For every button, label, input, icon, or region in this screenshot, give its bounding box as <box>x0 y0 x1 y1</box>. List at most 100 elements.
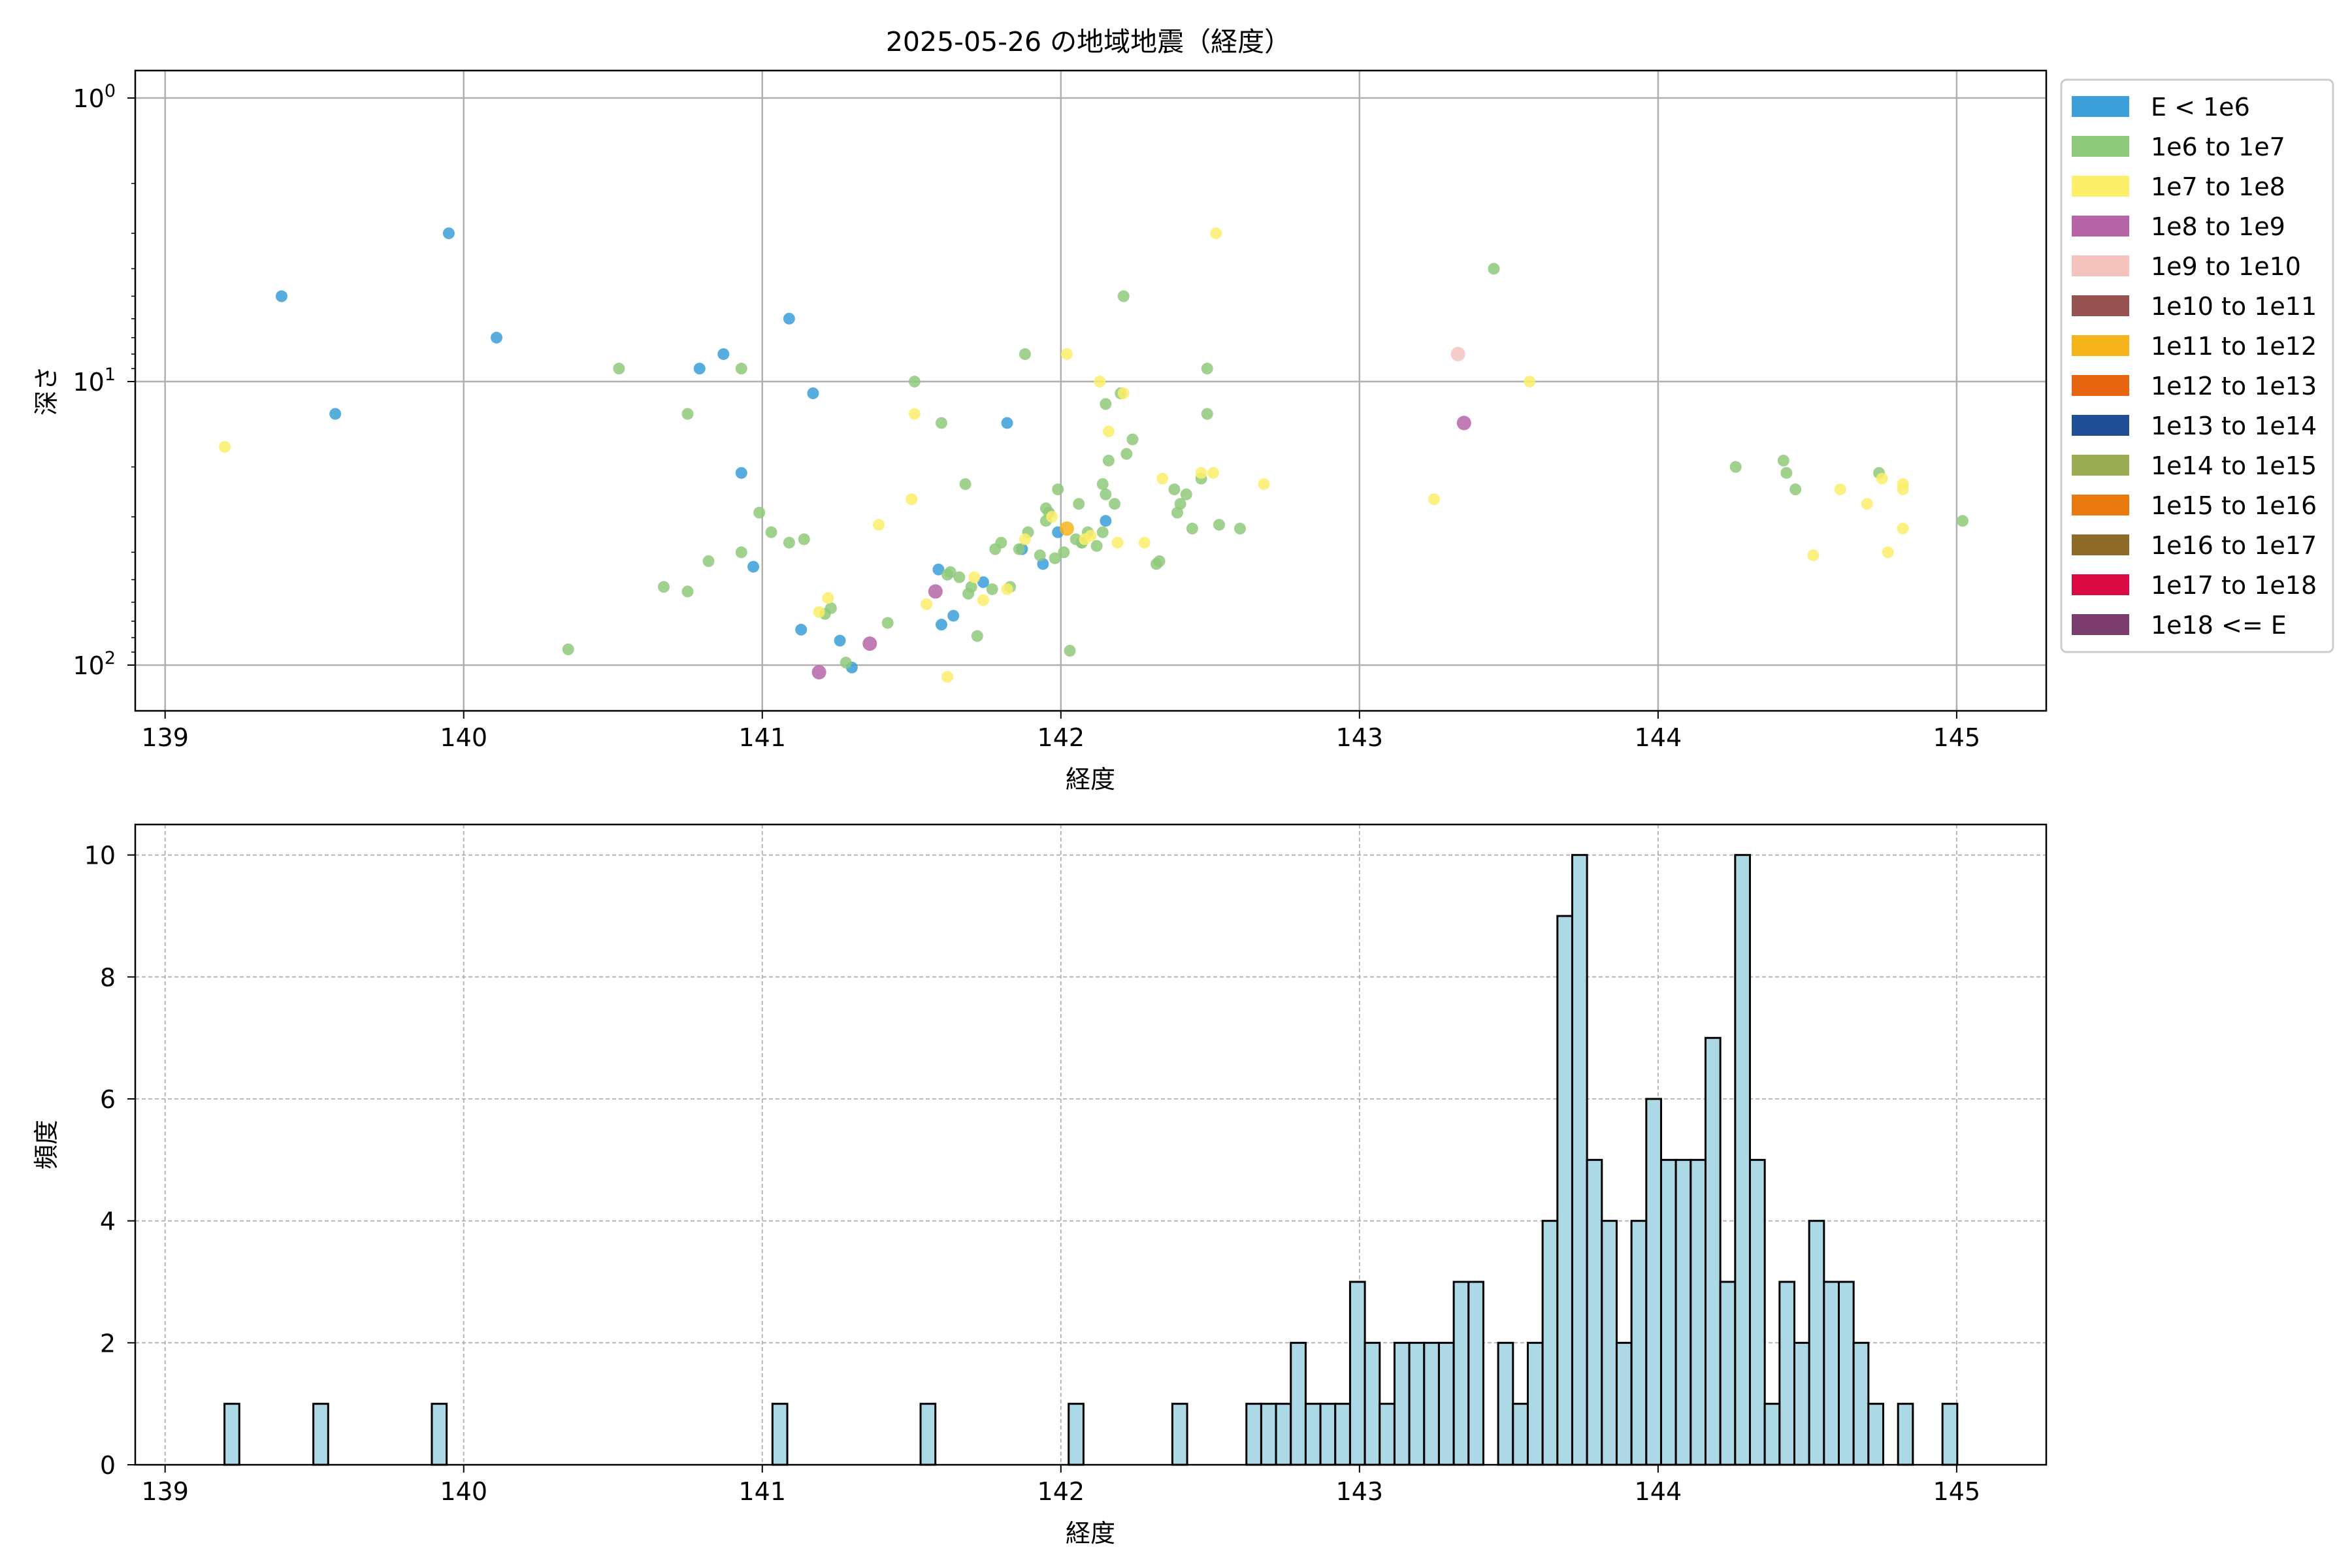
scatter-point <box>1117 290 1130 302</box>
histogram-bar <box>1319 1403 1337 1466</box>
scatter-point <box>1780 466 1793 479</box>
scatter-point <box>1428 493 1441 506</box>
scatter-point <box>1126 433 1139 446</box>
histogram-gridlines <box>135 825 2046 1465</box>
scatter-x-tick-label: 143 <box>1336 723 1384 752</box>
scatter-point <box>968 571 981 583</box>
histogram-bar <box>1467 1281 1484 1466</box>
scatter-point <box>1019 348 1031 360</box>
scatter-panel: 2025-05-26 の地域地震（経度） 139 140 141 142 143 144 1… <box>32 26 2048 794</box>
scatter-point <box>1013 543 1025 555</box>
histogram-bar <box>1615 1341 1633 1466</box>
scatter-point <box>1234 523 1247 535</box>
scatter-point <box>1100 488 1112 500</box>
histogram-bar <box>1393 1341 1411 1466</box>
scatter-points <box>219 227 1969 683</box>
histogram-bar <box>1867 1403 1885 1466</box>
scatter-y-tick-label: 100 <box>73 81 116 113</box>
scatter-point <box>1897 478 1909 490</box>
scatter-point <box>1789 483 1802 496</box>
histogram-bar <box>1601 1220 1618 1466</box>
scatter-point <box>881 617 894 629</box>
legend-swatch <box>2072 375 2129 396</box>
scatter-point <box>1156 472 1169 485</box>
scatter-point <box>1777 454 1789 466</box>
scatter-point <box>1049 552 1061 564</box>
histogram-bar <box>1897 1403 1914 1466</box>
scatter-point <box>783 536 795 549</box>
histogram-x-tick-label: 145 <box>1933 1477 1981 1506</box>
scatter-point <box>944 566 956 578</box>
legend-label: 1e12 to 1e13 <box>2151 372 2317 400</box>
scatter-point <box>977 594 989 606</box>
histogram-y-ticks: 0 2 4 6 8 10 <box>84 841 135 1480</box>
scatter-point <box>1213 519 1226 531</box>
scatter-point <box>753 506 766 519</box>
legend-swatch <box>2072 255 2129 276</box>
histogram-bar <box>1793 1341 1810 1466</box>
histogram-bar <box>1852 1341 1870 1466</box>
histogram-bar <box>1690 1158 1707 1466</box>
histogram-bar <box>1290 1341 1307 1466</box>
legend-swatch <box>2072 176 2129 197</box>
histogram-x-ticks: 139 140 141 142 143 144 145 <box>141 1465 1980 1506</box>
scatter-point <box>935 619 947 631</box>
scatter-title: 2025-05-26 の地域地震（経度） <box>886 26 1291 57</box>
legend-label: 1e6 to 1e7 <box>2151 133 2285 161</box>
scatter-point <box>1059 521 1074 536</box>
scatter-point <box>921 598 933 610</box>
scatter-x-tick-label: 145 <box>1933 723 1981 752</box>
scatter-point <box>822 592 834 604</box>
scatter-point <box>908 408 921 420</box>
scatter-point <box>219 441 231 453</box>
histogram-x-tick-label: 139 <box>141 1477 189 1506</box>
scatter-point <box>657 581 670 593</box>
histogram-bar <box>1348 1281 1366 1466</box>
scatter-point <box>1207 466 1219 479</box>
histogram-bar <box>1763 1403 1781 1466</box>
scatter-point <box>995 536 1007 549</box>
scatter-point <box>1064 645 1076 657</box>
scatter-point <box>1258 478 1270 490</box>
scatter-point <box>1046 511 1058 523</box>
histogram-bar <box>1734 854 1751 1466</box>
legend-swatch <box>2072 455 2129 476</box>
scatter-point <box>1861 498 1873 510</box>
scatter-plot-frame <box>134 69 2048 712</box>
histogram-panel: 139 140 141 142 143 144 145 0 2 4 6 8 10 経度 頻度 <box>32 823 2048 1548</box>
scatter-point <box>1001 583 1013 595</box>
histogram-bar <box>1748 1158 1766 1466</box>
scatter-point <box>275 290 287 302</box>
scatter-point <box>562 643 574 655</box>
histogram-bar <box>771 1403 789 1466</box>
histogram-bar <box>1364 1341 1381 1466</box>
scatter-point <box>1109 498 1121 510</box>
histogram-bar <box>1719 1281 1737 1466</box>
histogram-y-tick-label: 4 <box>100 1207 116 1236</box>
scatter-point <box>1060 348 1073 360</box>
scatter-point <box>681 408 694 420</box>
scatter-point <box>1117 387 1130 399</box>
scatter-point <box>932 563 945 576</box>
scatter-point <box>1034 549 1046 561</box>
scatter-point <box>906 493 918 506</box>
legend-label: 1e8 to 1e9 <box>2151 212 2285 241</box>
scatter-point <box>735 466 747 479</box>
scatter-point <box>1090 540 1103 552</box>
histogram-bar <box>1838 1281 1855 1466</box>
histogram-bar <box>1526 1341 1544 1466</box>
scatter-point <box>1729 461 1742 473</box>
legend-label: 1e9 to 1e10 <box>2151 252 2301 281</box>
histogram-bar <box>1659 1158 1677 1466</box>
scatter-point <box>1120 448 1133 460</box>
scatter-point <box>693 363 706 375</box>
scatter-x-axis-label: 経度 <box>1066 765 1115 794</box>
scatter-y-tick-label: 101 <box>73 365 116 397</box>
histogram-bar <box>1334 1403 1351 1466</box>
histogram-plot-frame <box>134 823 2048 1466</box>
histogram-x-tick-label: 141 <box>739 1477 787 1506</box>
scatter-point <box>1957 515 1969 527</box>
legend-label: E < 1e6 <box>2151 93 2250 122</box>
scatter-point <box>971 630 983 642</box>
